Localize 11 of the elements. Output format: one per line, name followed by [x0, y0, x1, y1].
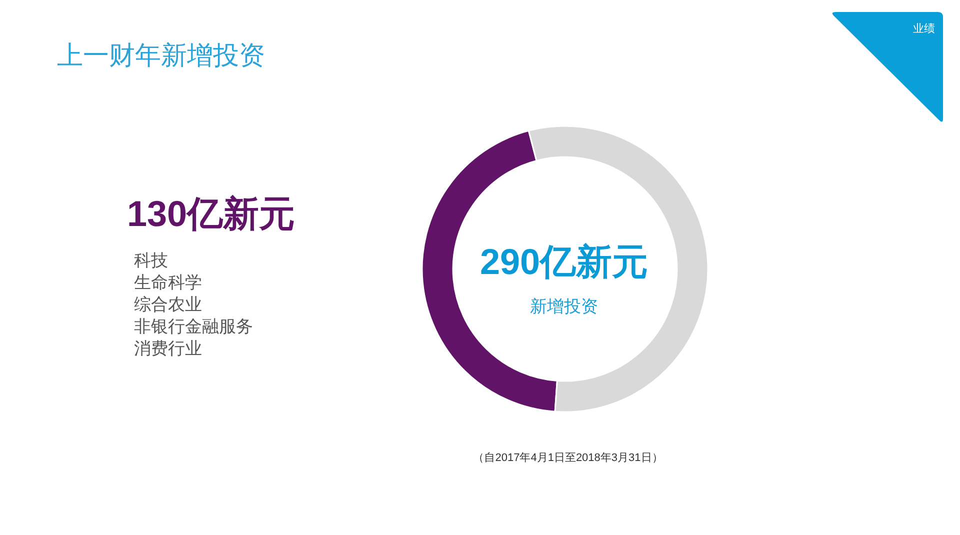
text: 非银行金融服务	[134, 317, 253, 336]
text: 综合农业	[134, 295, 202, 314]
text: 上一财年新增投资	[57, 40, 265, 70]
text: 130亿新元	[127, 193, 296, 234]
text: 消费行业	[134, 339, 202, 358]
text: （自2017年4月1日至2018年3月31日）	[473, 452, 663, 464]
text: 新增投资	[530, 297, 598, 316]
text: 业绩	[913, 22, 935, 35]
text: 生命科学	[134, 273, 202, 292]
text: 科技	[134, 251, 168, 270]
text: 290亿新元	[480, 241, 648, 282]
